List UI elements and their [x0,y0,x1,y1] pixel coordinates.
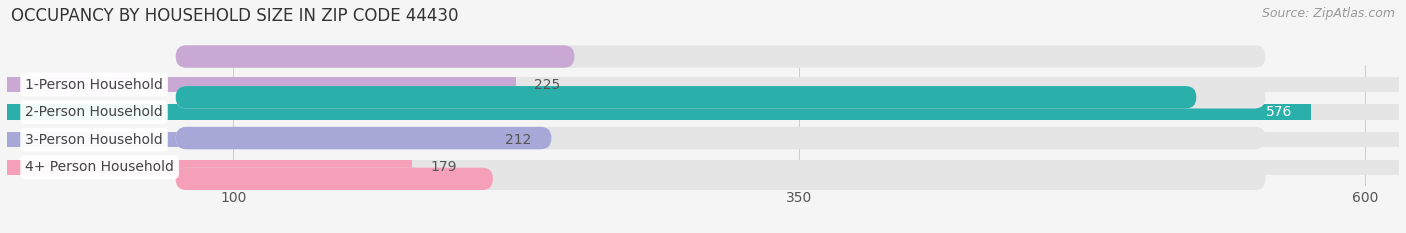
Text: 3-Person Household: 3-Person Household [25,133,163,147]
FancyBboxPatch shape [176,86,1265,109]
Bar [7,160,1399,175]
FancyBboxPatch shape [176,45,575,68]
Text: 179: 179 [430,160,457,174]
Text: 1-Person Household: 1-Person Household [25,78,163,92]
Text: 225: 225 [534,78,561,92]
Text: Source: ZipAtlas.com: Source: ZipAtlas.com [1261,7,1395,20]
Bar [7,132,486,147]
FancyBboxPatch shape [176,168,494,190]
Text: 212: 212 [505,133,531,147]
FancyBboxPatch shape [176,127,1265,149]
Bar [7,160,412,175]
Bar [7,104,1310,120]
FancyBboxPatch shape [176,45,1265,68]
Bar [7,77,1399,92]
Text: 4+ Person Household: 4+ Person Household [25,160,174,174]
Bar [7,132,1399,147]
Text: OCCUPANCY BY HOUSEHOLD SIZE IN ZIP CODE 44430: OCCUPANCY BY HOUSEHOLD SIZE IN ZIP CODE … [11,7,458,25]
Text: 576: 576 [1267,105,1292,119]
FancyBboxPatch shape [176,86,1197,109]
FancyBboxPatch shape [176,168,1265,190]
Text: 2-Person Household: 2-Person Household [25,105,163,119]
FancyBboxPatch shape [176,127,551,149]
Bar [7,104,1399,120]
Bar [7,77,516,92]
